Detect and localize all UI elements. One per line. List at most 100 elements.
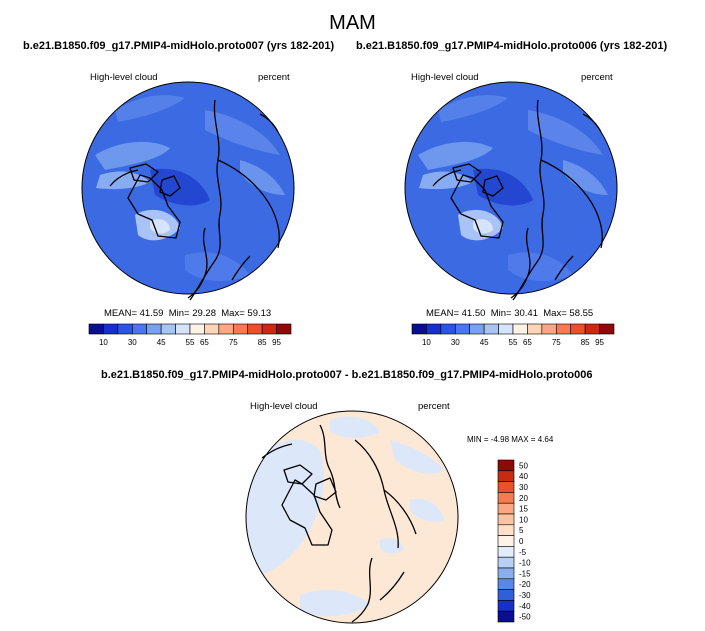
- panel1-units-label: percent: [258, 72, 290, 83]
- colorbar-swatch: [103, 323, 119, 335]
- colorbar-tick-label: 55: [509, 338, 518, 347]
- colorbar-swatch: [497, 524, 515, 536]
- map1-field-patch: [240, 160, 285, 195]
- map1-coastline: [109, 169, 139, 187]
- colorbar-tick-label: 45: [480, 338, 489, 347]
- panel3-variable-label: High-level cloud: [250, 401, 318, 412]
- colorbar-tick-label: -30: [519, 591, 531, 600]
- colorbar-swatch: [599, 323, 615, 335]
- colorbar-tick-label: 10: [422, 338, 431, 347]
- panel3-stats: MIN = -4.98 MAX = 4.64: [467, 435, 554, 444]
- map1-field-patch: [205, 110, 280, 155]
- colorbar-swatch: [570, 323, 586, 335]
- colorbar-tick-label: 85: [258, 338, 267, 347]
- colorbar-swatch: [160, 323, 176, 335]
- colorbar-tick-label: 5: [519, 526, 524, 535]
- panel3-subtitle: b.e21.B1850.f09_g17.PMIP4-midHolo.proto0…: [101, 369, 593, 381]
- colorbar-tick-label: 10: [99, 338, 108, 347]
- colorbar-swatch: [497, 600, 515, 612]
- colorbar-swatch: [497, 470, 515, 482]
- colorbar-tick-label: -15: [519, 569, 531, 578]
- map-panel-1: [81, 81, 295, 301]
- map2-field-patch: [563, 160, 608, 195]
- panel1-subtitle: b.e21.B1850.f09_g17.PMIP4-midHolo.proto0…: [23, 40, 335, 52]
- colorbar-swatch: [411, 323, 427, 335]
- map2-coastlines: [432, 99, 603, 301]
- colorbar-swatch: [189, 323, 205, 335]
- colorbar-swatch: [218, 323, 234, 335]
- map2-field-patch: [473, 219, 493, 234]
- map3-field-patch: [246, 439, 324, 574]
- map3-field-patch: [330, 416, 380, 438]
- colorbar-tick-label: 95: [272, 338, 281, 347]
- colorbar-tick-label: -40: [519, 602, 531, 611]
- colorbar-1: 10 30 45 55 65 75 85 95: [88, 323, 292, 347]
- colorbar-swatch: [131, 323, 148, 335]
- panel1-variable-label: High-level cloud: [90, 72, 158, 83]
- map2-field-patch: [508, 252, 573, 282]
- map3-coastline: [281, 479, 333, 546]
- map1-coastlines: [109, 99, 280, 301]
- map1-coastline: [231, 255, 251, 281]
- colorbar-swatch: [498, 323, 514, 335]
- colorbar-tick-label: -20: [519, 580, 531, 589]
- map1-coastline: [127, 174, 181, 239]
- colorbar-tick-label: 85: [581, 338, 590, 347]
- map3-coastline: [313, 477, 337, 501]
- colorbar-swatch: [146, 323, 162, 335]
- colorbar-tick-label: 40: [519, 472, 528, 481]
- colorbar-swatch: [497, 502, 515, 515]
- panel2-stats: MEAN= 41.50 Min= 30.41 Max= 58.55: [426, 308, 594, 319]
- colorbar-swatch: [276, 323, 292, 335]
- map3-field-patch: [390, 440, 445, 474]
- map1-field-patch: [150, 219, 170, 234]
- map3-coastline: [383, 489, 417, 535]
- colorbar-swatch: [426, 323, 442, 335]
- map1-field-patch: [185, 252, 250, 282]
- map-panel-3: [245, 410, 459, 624]
- colorbar-swatch: [469, 323, 485, 335]
- colorbar-swatch: [204, 323, 220, 335]
- map1-field-patch: [115, 95, 185, 122]
- page-title: MAM: [329, 12, 376, 34]
- colorbar-swatch: [497, 578, 515, 590]
- panel1-stats: MEAN= 41.59 Min= 29.28 Max= 59.13: [104, 308, 272, 319]
- map3-coastline: [351, 557, 373, 623]
- map-panel-2: [404, 81, 618, 301]
- colorbar-swatch: [512, 323, 528, 335]
- colorbar-swatch: [454, 323, 471, 335]
- map3-coastline: [379, 571, 405, 601]
- map1-coastline: [159, 175, 181, 197]
- colorbar-tick-label: 30: [451, 338, 460, 347]
- map2-coastline: [432, 169, 462, 187]
- map2-field-patch: [418, 141, 493, 170]
- map2-field-patch: [528, 110, 603, 155]
- colorbar-swatch: [497, 567, 515, 580]
- colorbar-swatch: [497, 492, 515, 504]
- colorbar-tick-label: 0: [519, 537, 524, 546]
- map1-frame: [81, 81, 295, 295]
- colorbar-tick-label: 15: [519, 505, 528, 514]
- colorbar-swatch: [232, 323, 249, 335]
- map3-field-patch: [300, 589, 370, 617]
- colorbar-swatch: [117, 323, 133, 335]
- colorbar-tick-label: 50: [519, 461, 528, 470]
- map1-field-patch: [95, 141, 170, 170]
- colorbar-tick-label: 95: [595, 338, 604, 347]
- colorbar-swatch: [88, 323, 104, 335]
- map1-coastline: [129, 163, 159, 183]
- colorbar-tick-label: 65: [200, 338, 209, 347]
- colorbar-swatch: [497, 513, 515, 526]
- colorbar-swatch: [261, 323, 277, 335]
- map3-field-patch: [410, 498, 445, 522]
- map2-coastline: [452, 163, 482, 183]
- map2-coastline: [450, 174, 504, 239]
- colorbar-tick-label: 75: [552, 338, 561, 347]
- colorbar-swatch: [483, 323, 499, 335]
- colorbar-2: 10 30 45 55 65 75 85 95: [411, 323, 615, 347]
- colorbar-tick-label: 55: [186, 338, 195, 347]
- colorbar-swatch: [497, 459, 515, 472]
- map2-frame: [404, 81, 618, 295]
- panel2-subtitle: b.e21.B1850.f09_g17.PMIP4-midHolo.proto0…: [356, 40, 668, 52]
- map2-field-patch: [438, 95, 508, 122]
